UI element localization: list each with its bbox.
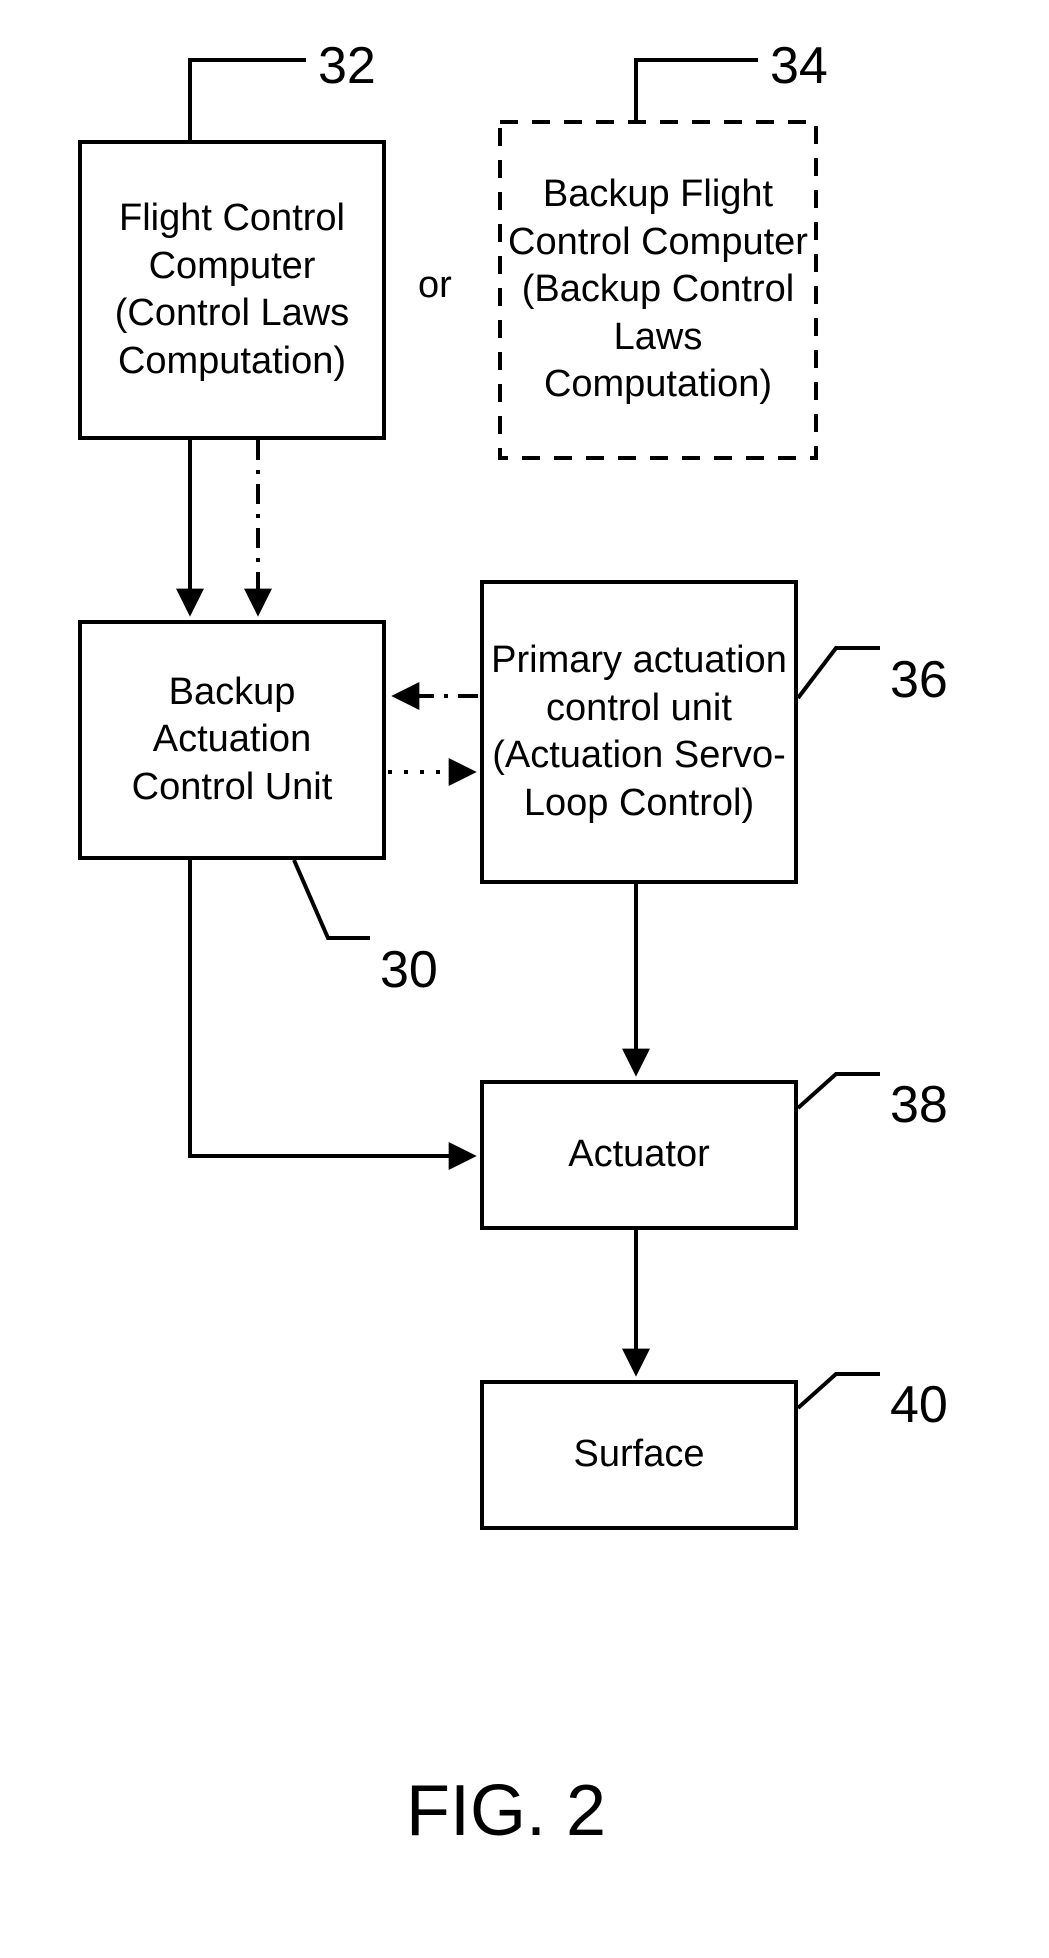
figure-caption: FIG. 2 xyxy=(406,1770,606,1852)
node-label: Actuator xyxy=(484,1125,794,1185)
or-label: or xyxy=(418,264,452,307)
or-text: or xyxy=(418,264,452,306)
ref-text: 38 xyxy=(890,1076,948,1134)
leader-r34 xyxy=(636,60,758,122)
leader-r30 xyxy=(294,860,370,938)
ref-label-32: 32 xyxy=(318,36,376,96)
edge-bacu-to-actuator xyxy=(190,860,472,1156)
node-backup-flight-control-computer: Backup Flight Control Computer (Backup C… xyxy=(500,122,816,458)
ref-label-36: 36 xyxy=(890,650,948,710)
ref-text: 30 xyxy=(380,941,438,999)
ref-text: 40 xyxy=(890,1376,948,1434)
leader-r40 xyxy=(798,1374,880,1408)
ref-label-30: 30 xyxy=(380,940,438,1000)
node-label: Flight Control Computer (Control Laws Co… xyxy=(82,189,382,391)
node-actuator: Actuator xyxy=(480,1080,798,1230)
ref-text: 34 xyxy=(770,37,828,95)
node-backup-actuation-control-unit: Backup Actuation Control Unit xyxy=(78,620,386,860)
node-primary-actuation-control-unit: Primary actuation control unit (Actuatio… xyxy=(480,580,798,884)
leader-r38 xyxy=(798,1074,880,1108)
node-label: Backup Flight Control Computer (Backup C… xyxy=(500,165,816,415)
leader-r36 xyxy=(798,648,880,698)
ref-text: 36 xyxy=(890,651,948,709)
node-label: Surface xyxy=(484,1425,794,1485)
node-flight-control-computer: Flight Control Computer (Control Laws Co… xyxy=(78,140,386,440)
ref-label-38: 38 xyxy=(890,1075,948,1135)
ref-label-40: 40 xyxy=(890,1375,948,1435)
leader-r32 xyxy=(190,60,306,140)
ref-text: 32 xyxy=(318,37,376,95)
node-label: Backup Actuation Control Unit xyxy=(82,663,382,818)
ref-label-34: 34 xyxy=(770,36,828,96)
node-surface: Surface xyxy=(480,1380,798,1530)
node-label: Primary actuation control unit (Actuatio… xyxy=(484,631,794,833)
diagram-canvas: Flight Control Computer (Control Laws Co… xyxy=(0,0,1049,1958)
figure-caption-text: FIG. 2 xyxy=(406,1771,606,1851)
